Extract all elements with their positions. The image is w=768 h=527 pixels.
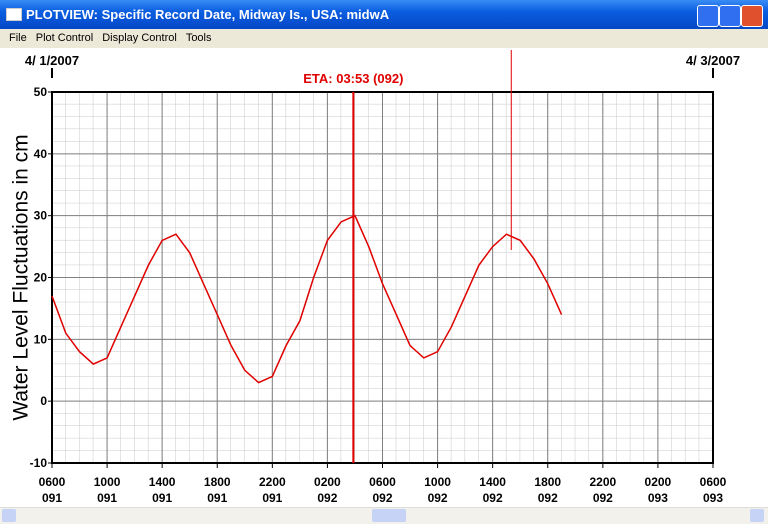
x-tick-label: 1000 092: [424, 475, 451, 505]
y-tick-label: 30: [34, 209, 48, 223]
x-tick-label: 0600 091: [38, 475, 66, 505]
x-tick-label: 1800 091: [203, 475, 231, 505]
close-button[interactable]: [741, 5, 763, 27]
menu-item[interactable]: Display Control: [102, 32, 177, 44]
minor-grid: [52, 92, 713, 463]
scroll-left[interactable]: [2, 509, 16, 522]
maximize-button[interactable]: [719, 5, 741, 27]
horizontal-scrollbar[interactable]: [0, 507, 768, 524]
data-line: [51, 214, 563, 384]
x-tick-label: 1400 091: [148, 475, 176, 505]
x-tick-label: 2200 092: [589, 475, 617, 505]
x-tick-label: 0200 092: [314, 475, 341, 505]
app-icon: [6, 8, 22, 21]
window-title: PLOTVIEW: Specific Record Date, Midway I…: [26, 7, 390, 22]
scroll-right[interactable]: [750, 509, 764, 522]
y-axis-label: Water Level Fluctuations in cm: [10, 134, 33, 420]
menu-item[interactable]: File: [9, 32, 27, 44]
eta-label: ETA: 03:53 (092): [303, 71, 403, 86]
title-bar: PLOTVIEW: Specific Record Date, Midway I…: [0, 0, 768, 29]
date-label: 4/ 1/2007: [25, 53, 79, 68]
y-tick-label: 20: [34, 271, 48, 285]
x-tick-label: 1400 092: [479, 475, 506, 505]
x-tick-label: 0600 092: [369, 475, 396, 505]
x-tick-label: 1800 092: [534, 475, 562, 505]
menu-item[interactable]: Tools: [185, 32, 212, 44]
y-tick-label: 0: [40, 394, 47, 408]
x-tick-label: 1000 091: [93, 475, 121, 505]
y-tick-label: 50: [34, 85, 48, 99]
y-tick-label: -10: [30, 456, 48, 470]
date-label: 4/ 3/2007: [686, 53, 740, 68]
x-tick-label: 0600 093: [699, 475, 727, 505]
y-tick-label: 40: [34, 147, 48, 161]
x-tick-label: 0200 093: [644, 475, 672, 505]
menu-item[interactable]: Plot Control: [35, 32, 94, 44]
minimize-button[interactable]: [697, 5, 719, 27]
scroll-thumb[interactable]: [372, 509, 406, 522]
x-tick-label: 2200 091: [258, 475, 286, 505]
menu-bar: File Plot Control Display Control Tools: [0, 29, 768, 48]
y-tick-label: 10: [34, 332, 48, 346]
plot-frame: [51, 91, 714, 464]
